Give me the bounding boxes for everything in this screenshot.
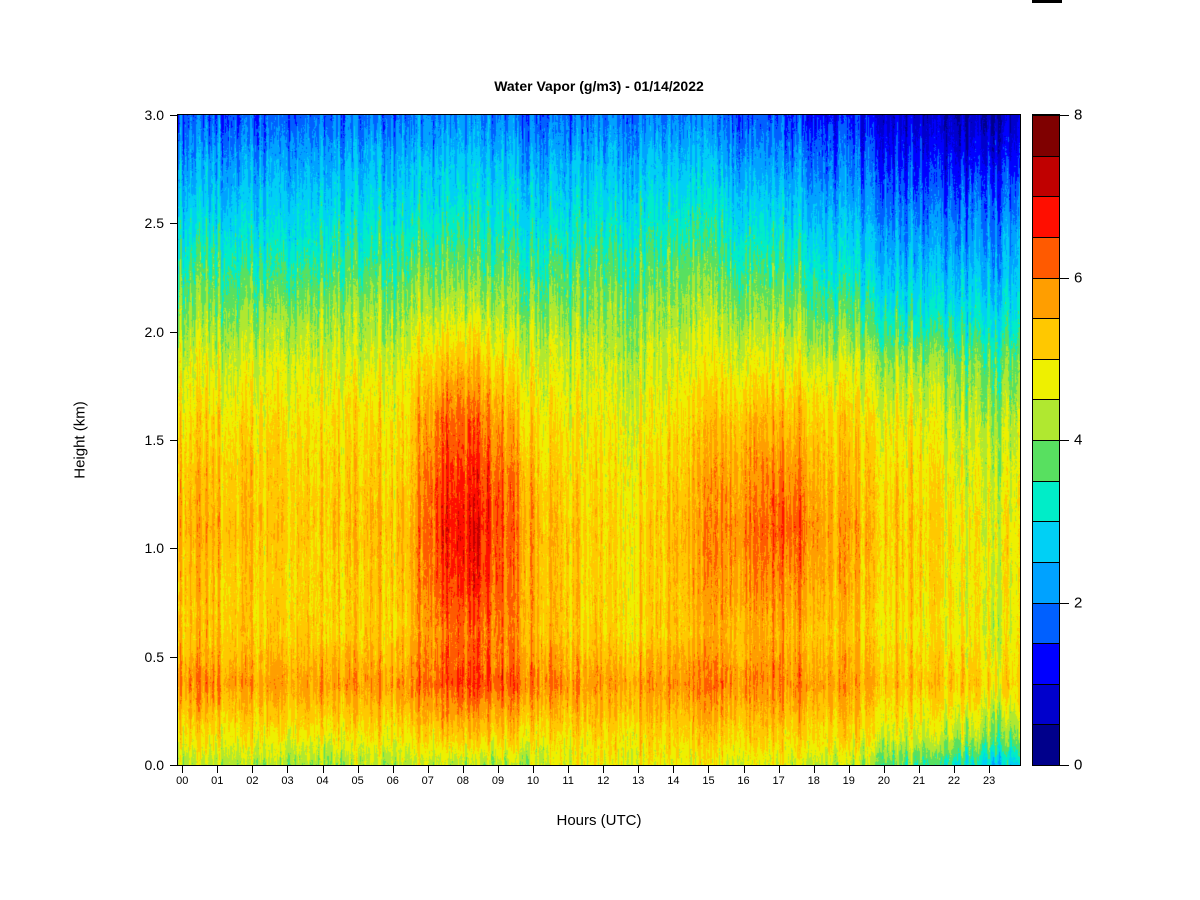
x-tick [918, 766, 920, 773]
y-tick-label: 0.5 [144, 648, 164, 665]
colorbar-tick-label: 8 [1074, 106, 1083, 124]
colorbar-segment [1033, 358, 1059, 400]
colorbar-segment [1033, 561, 1059, 603]
y-tick-label: 2.5 [144, 215, 164, 232]
x-tick-label: 11 [562, 775, 574, 787]
colorbar-tick-label: 4 [1074, 431, 1083, 449]
x-tick-label: 22 [947, 775, 961, 787]
colorbar-segment [1033, 602, 1059, 644]
x-tick [743, 766, 745, 773]
x-tick [883, 766, 885, 773]
x-tick-label: 21 [912, 775, 926, 787]
x-tick-label: 09 [491, 775, 505, 787]
y-tick-label: 2.0 [144, 323, 164, 340]
x-tick [357, 766, 359, 773]
colorbar-segment [1033, 521, 1059, 562]
heatmap-canvas [178, 115, 1020, 765]
y-tick-label: 0.0 [144, 757, 164, 773]
x-tick [287, 766, 289, 773]
x-tick-label: 12 [597, 775, 610, 787]
colorbar-segment [1033, 643, 1059, 684]
colorbar [1032, 114, 1060, 766]
x-tick [427, 766, 429, 773]
x-tick [813, 766, 815, 773]
colorbar-segment [1033, 277, 1059, 319]
y-tick-label: 1.5 [144, 432, 164, 448]
x-tick-label: 03 [281, 775, 294, 787]
x-tick [533, 766, 535, 773]
colorbar-segment [1033, 115, 1059, 156]
x-tick [462, 766, 464, 773]
y-tick [170, 223, 177, 225]
x-tick-label: 14 [667, 775, 680, 787]
x-tick-label: 16 [737, 775, 750, 787]
x-tick-label: 06 [386, 775, 399, 787]
x-tick [568, 766, 570, 773]
y-axis-label: Height (km) [71, 401, 89, 479]
colorbar-segment [1033, 399, 1059, 440]
colorbar-tick [1060, 277, 1069, 279]
colorbar-segment [1033, 236, 1059, 278]
x-axis-label: Hours (UTC) [556, 812, 642, 829]
y-tick [170, 115, 177, 116]
colorbar-segment [1033, 318, 1059, 359]
x-tick [603, 766, 605, 773]
colorbar-tick [1060, 440, 1069, 441]
x-tick-label: 01 [211, 775, 224, 787]
x-tick [182, 766, 184, 773]
colorbar-segment [1033, 724, 1059, 765]
x-tick-label: 20 [877, 775, 890, 787]
x-tick-label: 10 [526, 775, 540, 787]
plot-area [177, 114, 1021, 766]
x-tick [954, 766, 956, 773]
x-tick [217, 766, 219, 773]
x-tick-label: 05 [351, 775, 364, 787]
colorbar-tick [1060, 602, 1069, 604]
colorbar-tick [1060, 115, 1069, 116]
colorbar-segment [1033, 480, 1059, 522]
x-tick-label: 04 [316, 775, 329, 787]
x-tick [252, 766, 254, 773]
x-tick-label: 02 [246, 775, 259, 787]
x-tick [708, 766, 710, 773]
y-tick [170, 440, 177, 441]
colorbar-tick-label: 2 [1074, 594, 1083, 611]
colorbar-tick-label: 0 [1074, 756, 1083, 774]
y-tick-label: 1.0 [144, 540, 164, 557]
clipped-colorbar-fragment [1032, 0, 1062, 3]
x-tick [638, 766, 640, 773]
colorbar-segment [1033, 155, 1059, 197]
colorbar-segment [1033, 440, 1059, 481]
x-tick [392, 766, 394, 773]
x-tick [673, 766, 675, 773]
colorbar-tick [1060, 765, 1069, 766]
y-tick [170, 331, 177, 333]
x-tick-label: 17 [772, 775, 785, 787]
x-tick-label: 13 [632, 775, 645, 787]
x-tick-label: 00 [176, 775, 189, 787]
y-tick [170, 656, 177, 658]
x-tick [497, 766, 499, 773]
y-tick [170, 765, 177, 766]
x-tick [989, 766, 991, 773]
x-tick-label: 07 [421, 775, 434, 787]
x-tick-label: 18 [807, 775, 820, 787]
chart-title: Water Vapor (g/m3) - 01/14/2022 [494, 78, 704, 94]
x-tick-label: 15 [702, 775, 715, 787]
y-tick [170, 548, 177, 550]
colorbar-tick-label: 6 [1074, 269, 1083, 286]
x-tick-label: 08 [456, 775, 469, 787]
colorbar-segment [1033, 196, 1059, 237]
colorbar-segment [1033, 683, 1059, 725]
x-tick [848, 766, 850, 773]
x-tick-label: 19 [842, 775, 855, 787]
x-tick [322, 766, 324, 773]
x-tick-label: 23 [983, 775, 996, 787]
y-tick-label: 3.0 [144, 107, 164, 123]
x-tick [778, 766, 780, 773]
